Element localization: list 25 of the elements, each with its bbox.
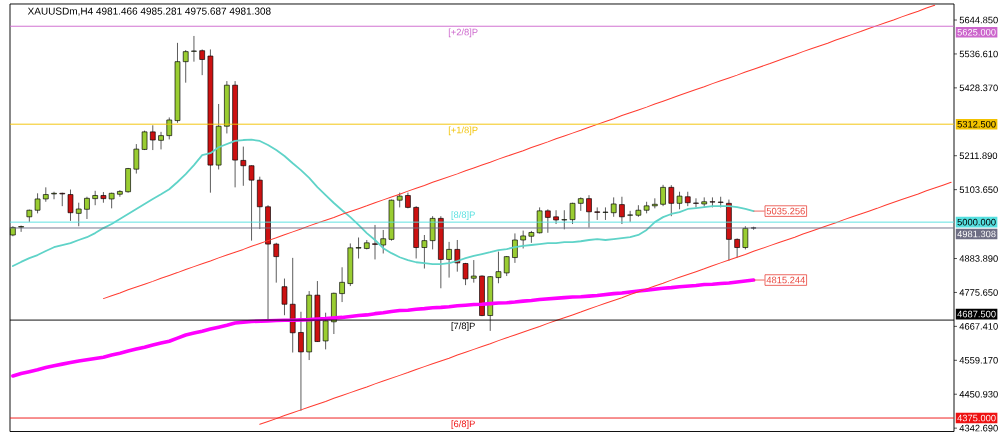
data-label: 4815.244 xyxy=(766,276,805,284)
ref-line-label: [+2/8]P xyxy=(448,28,478,38)
ref-line-label: [8/8]P xyxy=(451,211,475,220)
y-tick-label: 5536.610 xyxy=(959,50,998,58)
y-tick-label: 5211.890 xyxy=(959,152,998,160)
y-tick-label: 4559.170 xyxy=(959,357,998,364)
y-tick-label: 4883.890 xyxy=(959,255,998,262)
ref-line-label: [+1/8]P xyxy=(448,126,478,136)
text: 5625.000 xyxy=(957,28,996,36)
text: 5312.500 xyxy=(957,120,996,128)
y-tick-label: 5103.650 xyxy=(959,186,998,193)
text: 4375.000 xyxy=(957,414,996,422)
ref-line-label: [7/8]P xyxy=(451,322,475,332)
y-tick-label: 4775.650 xyxy=(959,289,998,296)
y-tick-label: 5644.850 xyxy=(959,16,998,24)
text: 4981.308 xyxy=(957,230,996,238)
text: 4687.500 xyxy=(957,310,996,318)
y-tick-label: 4450.930 xyxy=(959,390,998,398)
ref-line-label: [6/8]P xyxy=(451,420,475,429)
y-tick-label: 5428.370 xyxy=(959,84,998,92)
y-tick-label: 4342.690 xyxy=(959,424,998,432)
text: 5000.000 xyxy=(957,218,996,226)
chart-title: XAUUSDm,H4 4981.466 4985.281 4975.687 4981.308 xyxy=(27,7,271,16)
y-tick-label: 4667.410 xyxy=(959,323,998,330)
data-label: 5035.256 xyxy=(766,207,805,215)
